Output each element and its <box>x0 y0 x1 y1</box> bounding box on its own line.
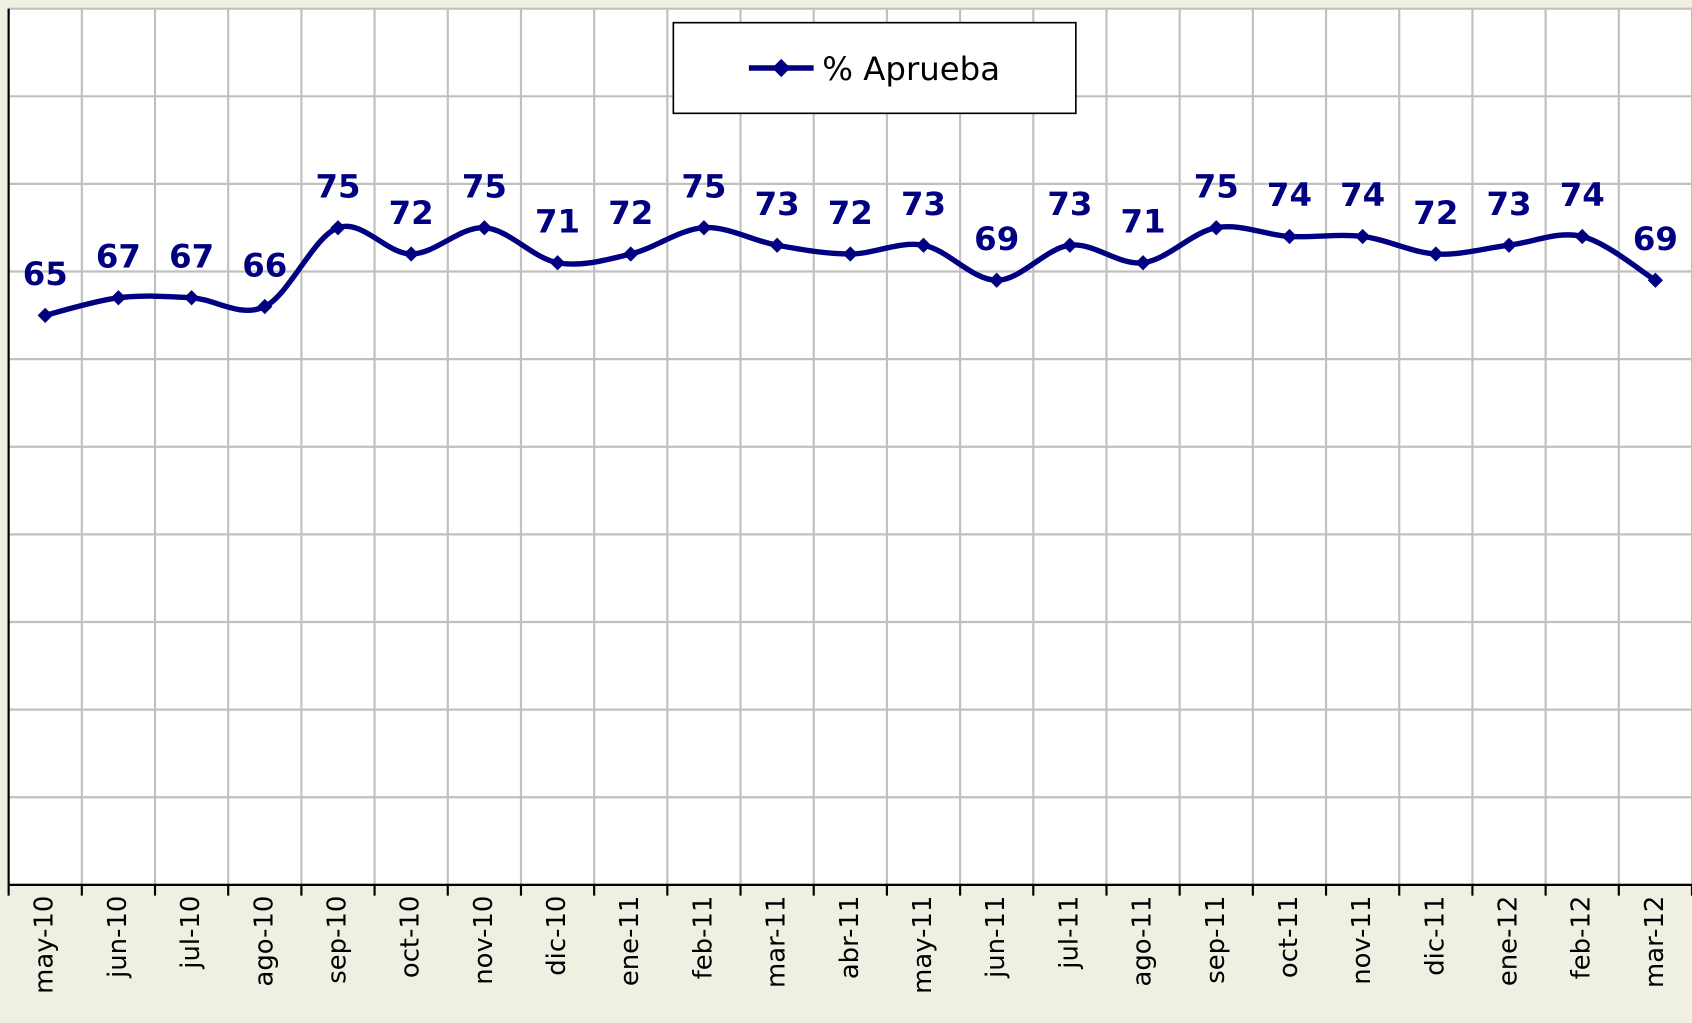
data-label: 67 <box>96 238 141 276</box>
point <box>1281 228 1298 245</box>
x-tick-label: oct-10 <box>396 896 426 978</box>
data-label: 74 <box>1560 176 1605 214</box>
point <box>1647 272 1664 288</box>
x-tick-label: jul-11 <box>1054 896 1084 970</box>
data-label: 73 <box>755 185 800 223</box>
point <box>1501 237 1517 253</box>
x-tick-label: nov-11 <box>1347 896 1377 985</box>
data-label: 67 <box>169 238 214 276</box>
x-tick-label: jun-10 <box>103 896 133 979</box>
x-tick-label: mar-11 <box>762 896 792 988</box>
x-tick-label: jul-10 <box>176 896 206 970</box>
x-tick-label: nov-10 <box>469 896 499 985</box>
data-label: 66 <box>242 246 287 284</box>
point <box>696 220 712 236</box>
x-tick-label: jun-11 <box>981 896 1011 979</box>
data-label: 72 <box>828 194 873 232</box>
data-label: 74 <box>1267 176 1312 214</box>
point <box>403 246 419 262</box>
point <box>623 246 639 262</box>
point <box>330 220 346 236</box>
data-label: 72 <box>389 194 434 232</box>
point <box>915 237 932 253</box>
x-tick-label: feb-11 <box>688 896 718 980</box>
x-tick-label: ago-11 <box>1128 896 1158 987</box>
x-tick-label: ene-11 <box>615 896 645 987</box>
data-label: 69 <box>974 220 1019 258</box>
point <box>1355 228 1371 245</box>
point <box>1574 228 1590 245</box>
data-label: 74 <box>1340 176 1385 214</box>
point <box>1135 255 1151 271</box>
point <box>1208 220 1224 236</box>
x-tick-label: may-11 <box>908 896 938 994</box>
data-label: 71 <box>535 203 580 241</box>
legend-label: % Aprueba <box>822 50 1000 88</box>
point <box>989 272 1005 288</box>
data-label: 73 <box>1047 185 1092 223</box>
data-label: 72 <box>608 194 653 232</box>
data-label: 75 <box>1194 167 1239 205</box>
x-tick-label: sep-11 <box>1201 896 1231 984</box>
data-label: 75 <box>462 167 507 205</box>
x-tick-label: feb-12 <box>1567 896 1597 980</box>
legend <box>672 21 1077 115</box>
x-tick-label: dic-10 <box>542 896 572 976</box>
point <box>769 237 785 253</box>
data-label: 71 <box>1121 203 1166 241</box>
x-tick-label: sep-10 <box>322 896 352 984</box>
x-tick-label: abr-11 <box>835 896 865 980</box>
x-tick-label: may-10 <box>30 896 60 994</box>
data-label: 69 <box>1633 220 1678 258</box>
x-tick-label: mar-12 <box>1640 896 1670 988</box>
x-tick-label: ago-10 <box>249 896 279 987</box>
data-label: 73 <box>1487 185 1532 223</box>
point <box>842 246 858 262</box>
data-label: 75 <box>681 167 726 205</box>
data-label: 65 <box>23 255 68 293</box>
point <box>476 220 492 236</box>
data-label: 72 <box>1413 194 1458 232</box>
point <box>37 307 53 323</box>
x-tick-label: oct-11 <box>1274 896 1304 978</box>
x-tick-label: dic-11 <box>1420 896 1450 976</box>
x-tick-label: ene-12 <box>1494 896 1524 987</box>
point <box>1428 246 1444 262</box>
data-label: 75 <box>315 167 360 205</box>
data-label: 73 <box>901 185 946 223</box>
